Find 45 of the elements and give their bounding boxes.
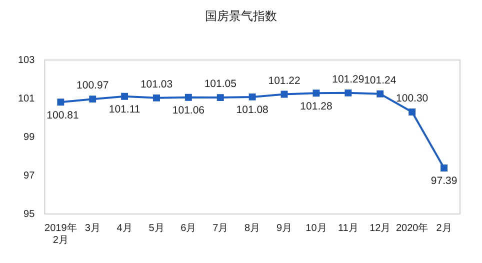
text: 97.39 xyxy=(430,175,458,188)
point xyxy=(184,94,192,101)
text: 101.06 xyxy=(172,104,205,116)
y-tick-label: 99 xyxy=(24,132,36,143)
x-tick-label: 2019年 2月 xyxy=(44,222,77,246)
text: 101.03 xyxy=(140,78,173,91)
x-tick-label: 10月 xyxy=(306,222,327,234)
point xyxy=(280,90,288,98)
text: 100.81 xyxy=(46,109,79,122)
point xyxy=(344,89,352,96)
x-tick-label: 2020年 xyxy=(396,222,428,234)
point xyxy=(440,164,448,172)
x-tick-label: 12月 xyxy=(370,222,391,234)
chart-title: 国房景气指数 xyxy=(204,8,278,25)
point xyxy=(57,98,64,106)
text: 101.05 xyxy=(204,78,236,90)
y-tick-label: 101 xyxy=(18,93,36,104)
text: 101.22 xyxy=(268,74,300,87)
x-tick-label: 8月 xyxy=(244,222,260,234)
y-tick-label: 103 xyxy=(18,54,36,66)
x-tick-label: 9月 xyxy=(276,222,292,234)
text: 100.30 xyxy=(396,92,428,105)
text: 101.29 xyxy=(332,74,364,86)
point xyxy=(248,93,256,100)
x-tick-label: 7月 xyxy=(212,222,228,234)
x-tick-label: 4月 xyxy=(116,222,132,234)
y-tick-label: 95 xyxy=(24,208,36,220)
text: 101.28 xyxy=(300,100,332,112)
x-tick-label: 2月 xyxy=(436,222,452,234)
text: 100.97 xyxy=(76,80,109,92)
point xyxy=(121,92,128,100)
text: 101.08 xyxy=(236,104,268,116)
point xyxy=(376,90,384,98)
y-tick-label: 97 xyxy=(24,170,36,182)
text: 101.24 xyxy=(364,74,396,87)
point xyxy=(89,96,96,103)
point xyxy=(153,94,160,102)
text: 101.11 xyxy=(108,104,140,116)
x-tick-label: 6月 xyxy=(180,222,196,234)
point xyxy=(408,108,416,116)
point xyxy=(312,90,320,97)
x-tick-label: 3月 xyxy=(84,222,100,234)
x-tick-label: 11月 xyxy=(338,222,358,234)
x-tick-label: 5月 xyxy=(148,222,164,234)
point xyxy=(216,94,224,102)
